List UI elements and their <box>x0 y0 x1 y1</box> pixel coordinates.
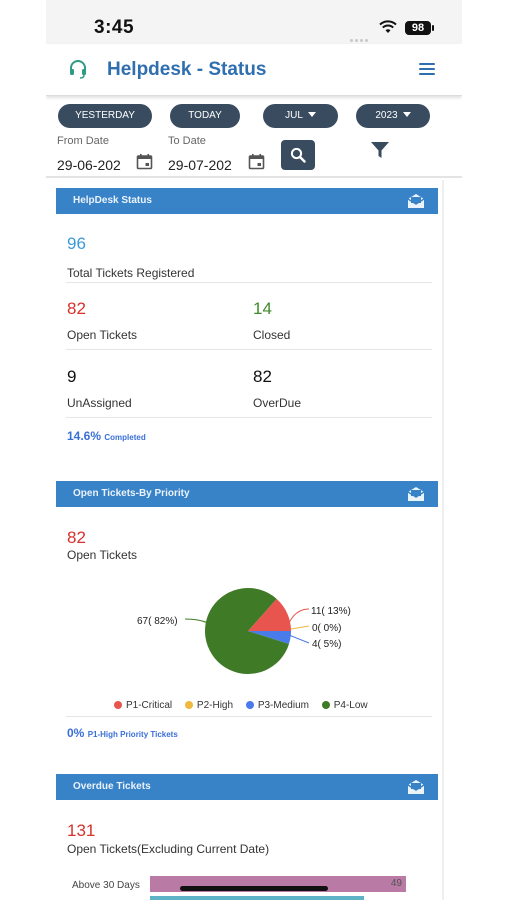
card-title: Overdue Tickets <box>73 781 151 792</box>
overdue-tickets-label: Open Tickets(Excluding Current Date) <box>67 842 270 856</box>
dashboard-content[interactable]: HelpDesk Status 96 Total Tickets Registe… <box>46 180 462 900</box>
pie-label-p1: 11( 13%) <box>311 606 351 617</box>
closed-label: Closed <box>253 328 291 342</box>
overdue-value: 82 <box>253 367 272 386</box>
closed-value: 14 <box>253 299 272 318</box>
headset-icon <box>70 60 86 79</box>
status-time: 3:45 <box>94 17 135 38</box>
leader-line-p4 <box>184 618 209 624</box>
legend-label: P4-Low <box>333 700 368 711</box>
completed-percent: 14.6% Completed <box>67 429 146 443</box>
page-title: Helpdesk - Status <box>107 59 267 80</box>
legend-item-p4[interactable]: P4-Low <box>321 700 368 711</box>
leader-line-p2 <box>290 625 310 630</box>
app-screen: 3:45 98 Helpdesk - Status YESTERDAY TODA… <box>46 0 462 900</box>
total-tickets-label: Total Tickets Registered <box>67 266 195 280</box>
mail-open-icon[interactable] <box>406 777 426 797</box>
legend-label: P1-Critical <box>126 700 173 711</box>
legend-label: P3-Medium <box>257 700 309 711</box>
high-priority-label: P1-High Priority Tickets <box>87 730 178 739</box>
priority-pie-chart <box>184 588 310 674</box>
completed-percent-label: Completed <box>104 433 146 442</box>
caret-down-icon <box>307 112 316 117</box>
pie-label-p3: 4( 5%) <box>312 639 342 650</box>
high-priority-percent: 0% P1-High Priority Tickets <box>67 726 178 740</box>
to-date-field[interactable]: 29-07-202 <box>168 157 232 173</box>
yesterday-button[interactable]: YESTERDAY <box>58 104 152 128</box>
month-dropdown[interactable]: JUL <box>263 104 338 128</box>
overdue-tickets-value: 131 <box>67 821 96 840</box>
legend-label: P2-High <box>196 700 234 711</box>
priority-open-value: 82 <box>67 528 86 547</box>
divider <box>66 716 432 717</box>
search-button[interactable] <box>281 140 315 170</box>
legend-dot <box>245 701 254 709</box>
chart-legend: P1-Critical P2-High P3-Medium P4-Low <box>114 700 378 711</box>
from-date-label: From Date <box>57 135 109 147</box>
pie-label-p4: 67( 82%) <box>137 616 178 627</box>
yesterday-label: YESTERDAY <box>75 110 135 121</box>
priority-open-label: Open Tickets <box>67 548 138 562</box>
caret-down-icon <box>402 112 411 117</box>
scroll-track <box>442 180 444 900</box>
mail-open-icon[interactable] <box>406 484 426 504</box>
leader-line-p1 <box>287 608 310 626</box>
legend-dot <box>321 701 330 709</box>
divider <box>66 282 432 283</box>
open-tickets-value: 82 <box>67 299 86 318</box>
filter-icon[interactable] <box>370 140 390 160</box>
high-priority-value: 0% <box>67 726 85 740</box>
calendar-icon[interactable] <box>136 153 153 170</box>
card-title: HelpDesk Status <box>73 195 152 206</box>
completed-percent-value: 14.6% <box>67 429 102 443</box>
status-bar: 3:45 98 <box>46 0 462 44</box>
year-dropdown[interactable]: 2023 <box>356 104 430 128</box>
today-button[interactable]: TODAY <box>170 104 240 128</box>
card-title: Open Tickets-By Priority <box>73 488 190 499</box>
overdue-label: OverDue <box>253 396 302 410</box>
leader-line-p3 <box>288 634 310 644</box>
pie-slice-p3-medium[interactable] <box>248 631 291 644</box>
bar-label-above-30: Above 30 Days <box>72 880 140 891</box>
legend-dot <box>114 701 122 709</box>
divider <box>66 349 432 350</box>
unassigned-label: UnAssigned <box>67 396 132 410</box>
helpdesk-status-header: HelpDesk Status <box>56 188 438 214</box>
pie-slice-p1-critical[interactable] <box>248 598 291 631</box>
from-date-field[interactable]: 29-06-202 <box>57 157 121 173</box>
search-icon <box>290 147 306 163</box>
today-label: TODAY <box>188 110 222 121</box>
divider <box>66 417 432 418</box>
bar-value-above-30: 49 <box>390 878 402 889</box>
mail-open-icon[interactable] <box>406 191 426 211</box>
month-value: JUL <box>285 110 303 121</box>
pie-slice-p4-low[interactable] <box>205 588 289 674</box>
priority-card-header: Open Tickets-By Priority <box>56 481 438 507</box>
open-tickets-label: Open Tickets <box>67 328 138 342</box>
overdue-card-header: Overdue Tickets <box>56 774 438 800</box>
signal-icon <box>350 29 370 47</box>
legend-item-p1[interactable]: P1-Critical <box>114 700 172 711</box>
hamburger-menu-icon[interactable] <box>419 63 435 78</box>
legend-item-p3[interactable]: P3-Medium <box>245 700 309 711</box>
divider <box>46 176 462 178</box>
app-header: Helpdesk - Status <box>46 44 462 96</box>
year-value: 2023 <box>375 110 398 121</box>
unassigned-value: 9 <box>67 367 77 386</box>
pie-label-p2: 0( 0%) <box>312 623 342 634</box>
battery-indicator: 98 <box>405 21 434 35</box>
to-date-label: To Date <box>168 135 206 147</box>
bar-next <box>150 896 364 900</box>
calendar-icon[interactable] <box>248 153 265 170</box>
home-indicator[interactable] <box>180 886 328 891</box>
legend-dot <box>184 701 193 709</box>
total-tickets-value: 96 <box>67 234 86 253</box>
legend-item-p2[interactable]: P2-High <box>184 700 234 711</box>
wifi-icon <box>379 20 397 33</box>
